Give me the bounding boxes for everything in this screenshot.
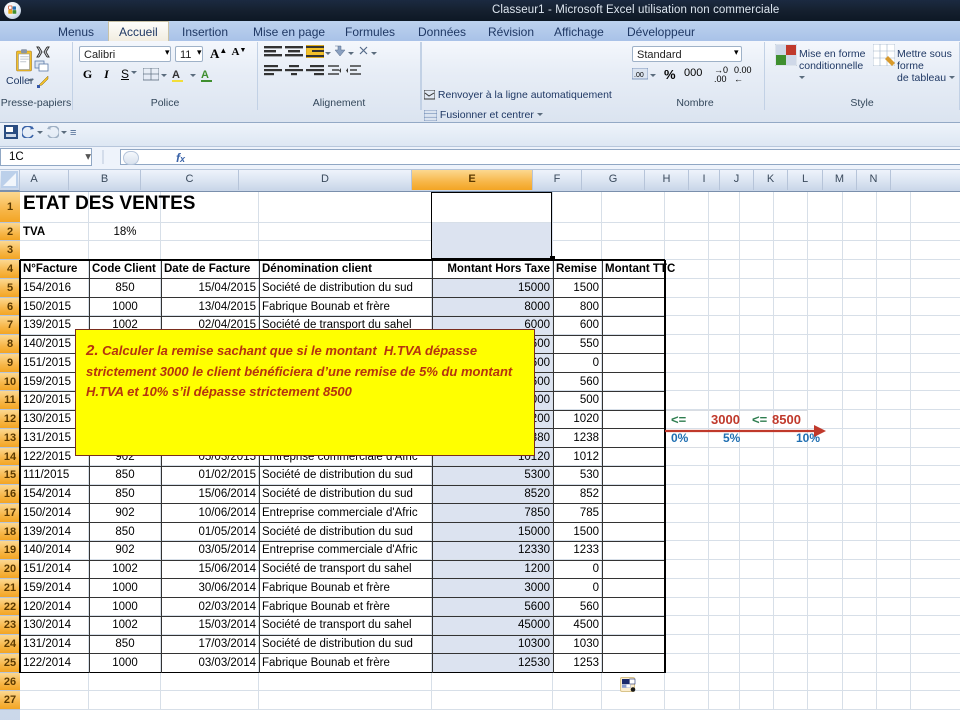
svg-text:.00: .00 (634, 72, 644, 79)
svg-text:A: A (201, 69, 209, 81)
svg-text:A: A (172, 69, 180, 81)
